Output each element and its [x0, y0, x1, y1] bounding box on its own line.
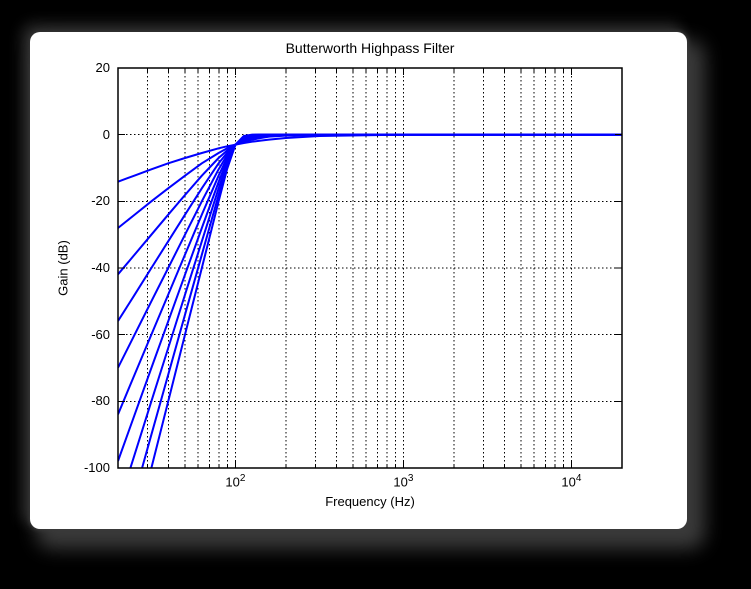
- curve-order-8: [129, 133, 622, 468]
- curve-order-6: [118, 133, 622, 415]
- x-tick-label: 104: [561, 473, 582, 490]
- curve-order-2: [118, 133, 622, 229]
- curve-order-10: [150, 133, 622, 468]
- curve-order-1: [118, 133, 622, 183]
- y-tick-label: -60: [91, 326, 110, 342]
- y-tick-label: 0: [102, 126, 110, 142]
- x-tick-label: 102: [225, 473, 246, 490]
- x-axis-label: Frequency (Hz): [325, 494, 415, 509]
- plot-area: [117, 67, 623, 469]
- curve-order-4: [118, 133, 622, 322]
- filter-response-curves: [118, 133, 622, 468]
- chart-title: Butterworth Highpass Filter: [285, 40, 455, 56]
- y-tick-label: -100: [83, 460, 110, 475]
- y-tick-label: -80: [91, 393, 110, 409]
- y-tick-label: -40: [91, 260, 110, 275]
- axes-box: [117, 67, 623, 469]
- y-tick-label: 20: [95, 60, 110, 75]
- x-tick-label: 103: [393, 473, 414, 490]
- y-tick-label: -20: [91, 193, 110, 209]
- figure-window: Butterworth Highpass Filter Gain (dB) 20…: [30, 32, 687, 529]
